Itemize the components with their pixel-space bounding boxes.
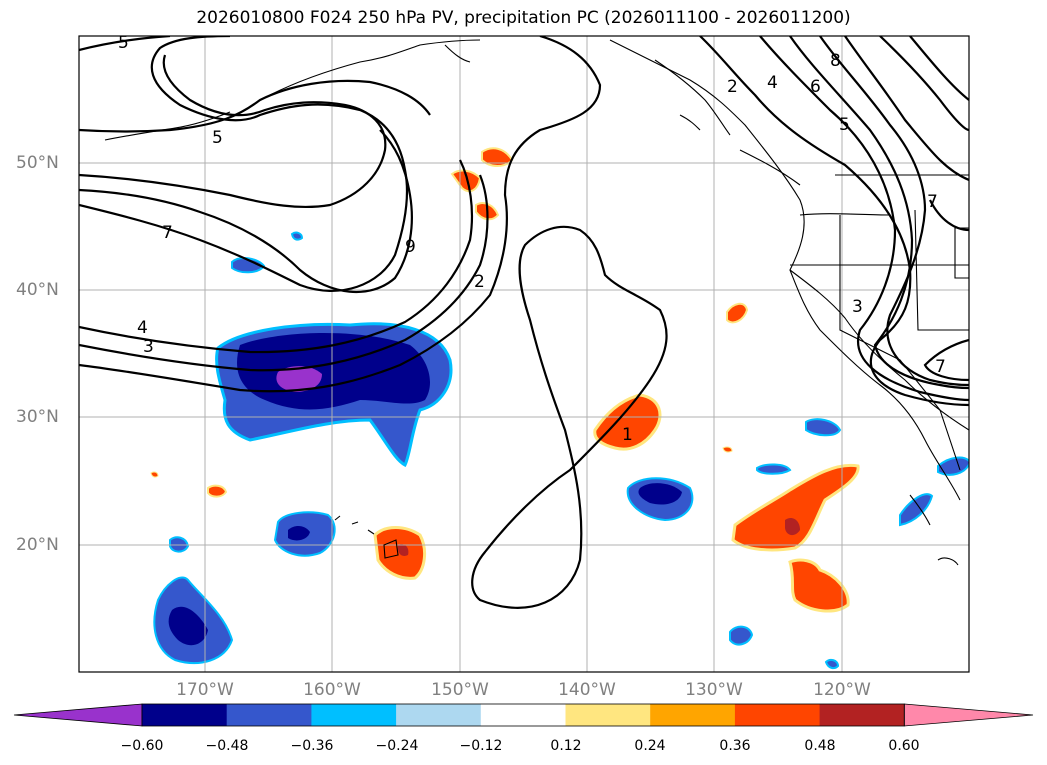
lon-label-140w: 140°W: [558, 680, 616, 700]
lon-label-170w: 170°W: [176, 680, 234, 700]
contour-label-5b: 5: [212, 128, 223, 148]
pv-contour-8-east: [909, 36, 969, 382]
lat-label-20n: 20°N: [16, 535, 59, 555]
lon-label-130w: 130°W: [685, 680, 743, 700]
colorbar-segment: [734, 704, 821, 726]
contour-label-6: 6: [810, 77, 821, 97]
pv-contour-5-east: [819, 36, 969, 387]
pv-contour-2-west: [79, 36, 602, 393]
pv-contour-labels: 5 5 7 9 4 3 2 1 2 4 6 8 5 7 3 7: [118, 33, 946, 445]
colorbar-tick-label: −0.36: [290, 738, 334, 754]
pv-contour-4-east: [789, 36, 969, 390]
colorbar-segment: [396, 704, 482, 726]
colorbar-extend-min: [13, 703, 143, 727]
lon-label-160w: 160°W: [303, 680, 361, 700]
pv-contour-5-outer: [79, 36, 431, 133]
contour-label-2a: 2: [474, 272, 485, 292]
precip-area-baja-offshore: [731, 463, 860, 552]
contour-label-4a: 4: [137, 318, 148, 338]
pv-contour-9-inner: [79, 54, 387, 209]
contour-label-2b: 2: [727, 77, 738, 97]
colorbar-tick-label: 0.24: [634, 738, 666, 754]
map-content: 5 5 7 9 4 3 2 1 2 4 6 8 5 7 3 7: [79, 33, 969, 672]
precip-area-central-pacific-peak: [276, 366, 322, 392]
pv-contours: [79, 36, 969, 609]
precip-area-subtropical-east: [593, 393, 662, 451]
colorbar-tick-label: −0.60: [120, 738, 164, 754]
lon-label-120w: 120°W: [813, 680, 871, 700]
map-frame: [78, 35, 970, 673]
pv-contour-1: [471, 225, 668, 609]
contour-label-7a: 7: [162, 223, 173, 243]
colorbar-segment: [226, 704, 312, 726]
colorbar-frame: [141, 703, 905, 727]
pv-contour-4-west: [79, 159, 474, 354]
colorbar-tick-label: −0.12: [459, 738, 503, 754]
contour-label-9: 9: [405, 237, 416, 257]
colorbar-segment: [480, 704, 566, 726]
colorbar: [13, 703, 1034, 727]
lat-label-30n: 30°N: [16, 407, 59, 427]
graticule: [79, 36, 969, 672]
colorbar-tick-label: 0.12: [550, 738, 582, 754]
pv-contour-hi: [79, 129, 413, 294]
pv-contour-7-east: [879, 36, 969, 232]
pv-contour-3-east: [759, 36, 969, 402]
contour-label-7c: 7: [935, 357, 946, 377]
colorbar-segment: [311, 704, 397, 726]
contour-label-4b: 4: [767, 73, 778, 93]
lat-label-40n: 40°N: [16, 280, 59, 300]
colorbar-tick-label: 0.48: [804, 738, 836, 754]
colorbar-tick-label: −0.24: [375, 738, 419, 754]
pv-contour-7-west: [79, 36, 409, 292]
colorbar-tick-label: 0.60: [888, 738, 920, 754]
colorbar-segment: [565, 704, 651, 726]
contour-label-7b: 7: [927, 192, 938, 212]
map-title: 2026010800 F024 250 hPa PV, precipitatio…: [196, 8, 851, 28]
lat-label-50n: 50°N: [16, 153, 59, 173]
colorbar-tick-label: −0.48: [205, 738, 249, 754]
contour-label-3b: 3: [852, 297, 863, 317]
contour-label-5c: 5: [839, 115, 850, 135]
colorbar-segment: [650, 704, 736, 726]
lon-label-150w: 150°W: [431, 680, 489, 700]
colorbar-segment: [142, 704, 228, 726]
precip-area-south: [788, 558, 850, 613]
contour-label-3a: 3: [143, 337, 154, 357]
pv-contour-6-east: [844, 36, 969, 182]
colorbar-extend-max: [903, 703, 1034, 727]
colorbar-segment: [819, 704, 905, 726]
contour-label-1: 1: [622, 425, 633, 445]
colorbar-tick-label: 0.36: [719, 738, 751, 754]
pv-contour-3-west: [79, 174, 489, 372]
contour-label-8: 8: [830, 51, 841, 71]
contour-label-5a: 5: [118, 33, 129, 53]
